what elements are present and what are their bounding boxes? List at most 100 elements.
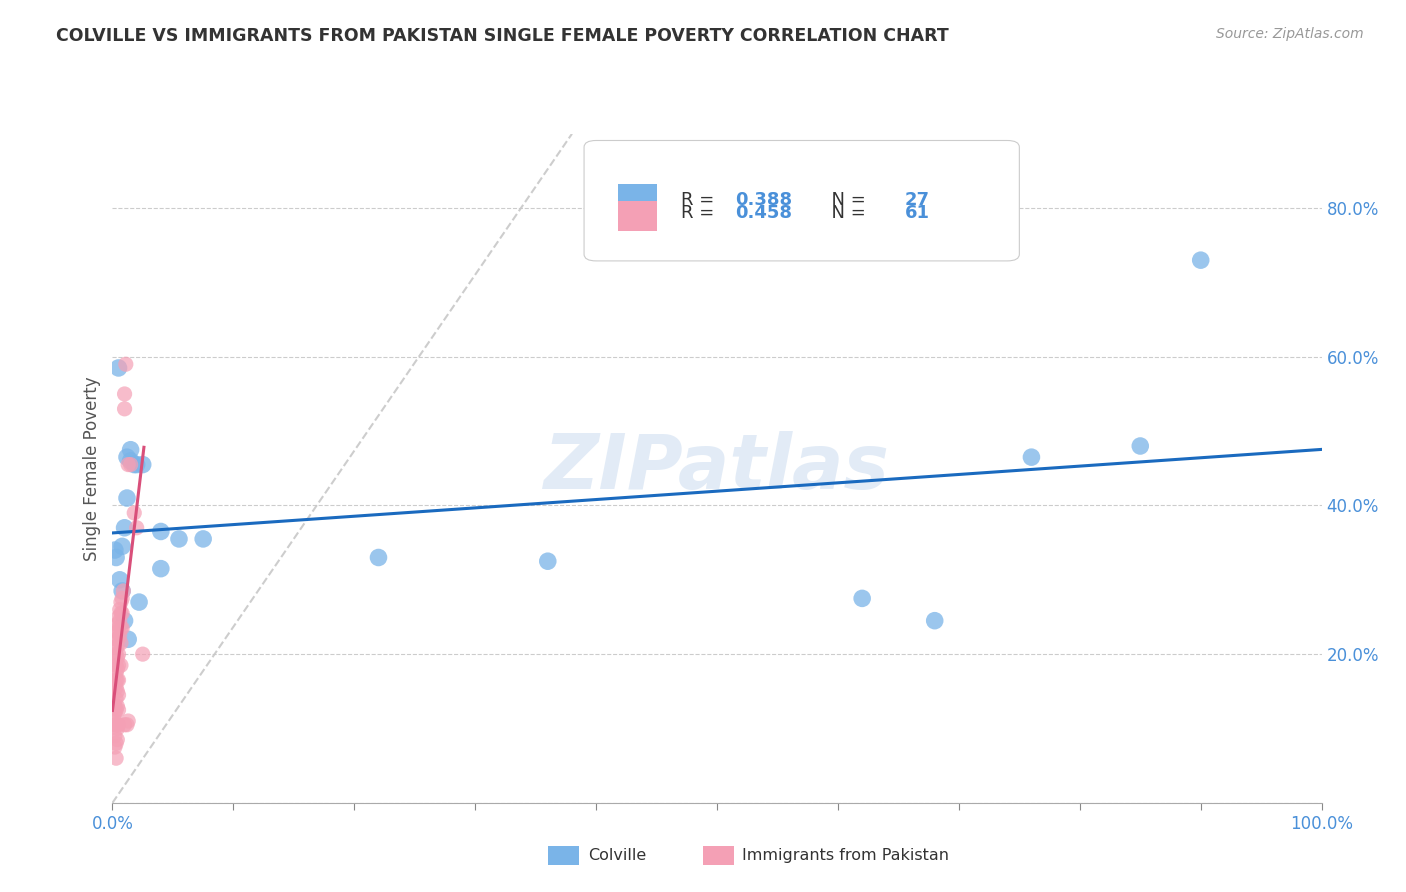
Point <box>120 458 142 472</box>
Point <box>112 584 135 599</box>
Point <box>107 610 129 624</box>
Text: 61: 61 <box>904 204 929 222</box>
Point <box>104 677 127 691</box>
Point <box>105 684 128 698</box>
Point <box>115 717 138 731</box>
Point <box>191 532 214 546</box>
Point <box>104 706 127 721</box>
Text: R =: R = <box>681 191 720 209</box>
Point <box>111 539 134 553</box>
Point <box>114 357 136 371</box>
Point <box>117 714 139 728</box>
Text: N =: N = <box>820 191 872 209</box>
Point <box>1129 439 1152 453</box>
Text: N =: N = <box>820 204 872 222</box>
FancyBboxPatch shape <box>583 141 1019 261</box>
Point <box>104 714 127 728</box>
Point <box>110 658 132 673</box>
Point <box>105 681 128 695</box>
Text: COLVILLE VS IMMIGRANTS FROM PAKISTAN SINGLE FEMALE POVERTY CORRELATION CHART: COLVILLE VS IMMIGRANTS FROM PAKISTAN SIN… <box>56 27 949 45</box>
Point <box>125 521 148 535</box>
Point <box>367 550 389 565</box>
Point <box>104 543 127 558</box>
Point <box>111 584 134 599</box>
Point <box>105 624 128 639</box>
Point <box>122 458 145 472</box>
Point <box>105 722 128 736</box>
Point <box>108 628 131 642</box>
Point <box>1021 450 1043 465</box>
Point <box>111 621 134 635</box>
Point <box>105 651 128 665</box>
Point <box>537 554 560 568</box>
Point <box>117 458 139 472</box>
Point <box>105 640 128 654</box>
Point <box>105 640 128 654</box>
Point <box>107 647 129 661</box>
Point <box>120 442 142 457</box>
Point <box>110 621 132 635</box>
Point <box>122 506 145 520</box>
Text: 0.458: 0.458 <box>735 204 792 222</box>
Point <box>107 632 129 647</box>
Point <box>111 591 134 606</box>
Point <box>104 740 127 755</box>
Text: Colville: Colville <box>588 848 645 863</box>
Point <box>107 673 129 687</box>
Text: ZIPatlas: ZIPatlas <box>544 432 890 505</box>
Point <box>110 595 132 609</box>
Point <box>1189 253 1212 268</box>
Text: 0.388: 0.388 <box>735 191 793 209</box>
Point <box>108 614 131 628</box>
Text: 27: 27 <box>904 191 929 209</box>
Point <box>149 562 172 576</box>
Point <box>110 636 132 650</box>
Point <box>115 491 138 505</box>
Point <box>108 602 131 616</box>
Point <box>114 717 136 731</box>
Point <box>105 699 128 714</box>
FancyBboxPatch shape <box>617 184 657 214</box>
Point <box>115 450 138 465</box>
Point <box>105 665 128 680</box>
Text: Immigrants from Pakistan: Immigrants from Pakistan <box>742 848 949 863</box>
Point <box>114 387 136 401</box>
Point <box>132 458 155 472</box>
Point <box>851 591 873 606</box>
Point <box>120 454 142 468</box>
Point <box>105 751 128 765</box>
Point <box>114 521 136 535</box>
Point <box>128 595 150 609</box>
Point <box>105 662 128 676</box>
Point <box>107 688 129 702</box>
Point <box>105 673 128 687</box>
Point <box>114 614 136 628</box>
Point <box>111 607 134 621</box>
Point <box>108 573 131 587</box>
Point <box>132 647 155 661</box>
Point <box>117 632 139 647</box>
Point <box>105 632 128 647</box>
Point <box>105 717 128 731</box>
Point <box>107 658 129 673</box>
Point <box>114 401 136 416</box>
Y-axis label: Single Female Poverty: Single Female Poverty <box>83 376 101 560</box>
Point <box>110 607 132 621</box>
Text: R =: R = <box>681 204 720 222</box>
FancyBboxPatch shape <box>617 201 657 231</box>
Point <box>105 647 128 661</box>
Point <box>107 361 129 376</box>
Point <box>105 617 128 632</box>
Point <box>924 614 946 628</box>
Point <box>104 717 127 731</box>
Point <box>105 736 128 750</box>
Point <box>105 691 128 706</box>
Text: Source: ZipAtlas.com: Source: ZipAtlas.com <box>1216 27 1364 41</box>
Point <box>104 699 127 714</box>
Point <box>105 703 128 717</box>
Point <box>125 458 148 472</box>
Point <box>167 532 190 546</box>
Point <box>104 729 127 743</box>
Point <box>107 717 129 731</box>
Point <box>149 524 172 539</box>
